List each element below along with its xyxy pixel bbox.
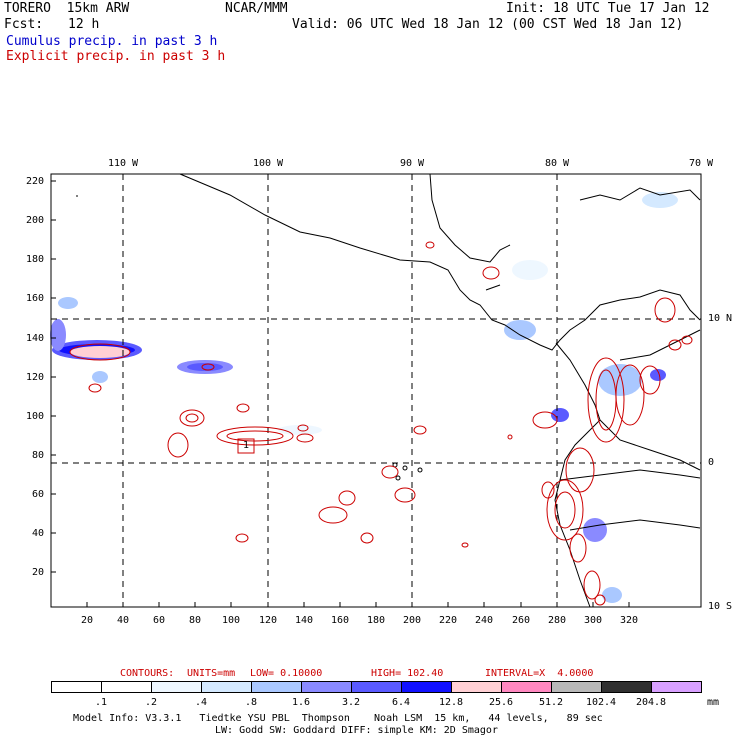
y-tick-label: 180 bbox=[25, 254, 44, 265]
x-tick-label: 180 bbox=[366, 615, 386, 626]
contour-marker-label: 1 bbox=[243, 440, 250, 451]
lon-label: 110 W bbox=[107, 158, 139, 169]
colorbar-bin bbox=[51, 681, 102, 693]
contours-prefix: CONTOURS: bbox=[120, 668, 175, 679]
lon-label: 80 W bbox=[544, 158, 570, 169]
contours-interval: INTERVAL=X 4.0000 bbox=[485, 668, 594, 679]
x-tick-label: 200 bbox=[402, 615, 422, 626]
contours-units: UNITS=mm bbox=[187, 668, 236, 679]
x-tick-label: 100 bbox=[221, 615, 241, 626]
x-tick-label: 20 bbox=[80, 615, 94, 626]
x-tick-label: 160 bbox=[330, 615, 350, 626]
lat-lon-grid bbox=[51, 174, 701, 607]
x-tick-label: 260 bbox=[511, 615, 531, 626]
lon-label: 70 W bbox=[688, 158, 714, 169]
colorbar-bin bbox=[551, 681, 602, 693]
colorbar-bin bbox=[201, 681, 252, 693]
x-tick-label: 40 bbox=[116, 615, 130, 626]
colorbar-label: 3.2 bbox=[341, 697, 361, 708]
contour-marker-box bbox=[237, 438, 255, 454]
colorbar-bin bbox=[401, 681, 452, 693]
y-tick-label: 140 bbox=[25, 333, 44, 344]
lon-label: 90 W bbox=[399, 158, 425, 169]
colorbar-bin bbox=[601, 681, 652, 693]
colorbar-label: 1.6 bbox=[291, 697, 311, 708]
colorbar-label: .4 bbox=[194, 697, 208, 708]
explicit-legend: Explicit precip. in past 3 h bbox=[6, 49, 226, 64]
y-tick-label: 160 bbox=[25, 293, 44, 304]
valid-time: Valid: 06 UTC Wed 18 Jan 12 (00 CST Wed … bbox=[292, 17, 684, 32]
x-tick-label: 120 bbox=[258, 615, 278, 626]
colorbar-bin bbox=[451, 681, 502, 693]
model-physics: LW: Godd SW: Goddard DIFF: simple KM: 2D… bbox=[215, 725, 498, 736]
colorbar-label: 51.2 bbox=[538, 697, 564, 708]
x-tick-label: 60 bbox=[152, 615, 166, 626]
colorbar-label: 204.8 bbox=[635, 697, 667, 708]
x-tick-label: 320 bbox=[619, 615, 639, 626]
colorbar-bin bbox=[351, 681, 402, 693]
y-tick-marks bbox=[51, 180, 56, 573]
colorbar-label: 6.4 bbox=[391, 697, 411, 708]
y-tick-label: 220 bbox=[25, 176, 44, 187]
y-tick-label: 80 bbox=[31, 450, 44, 461]
y-tick-label: 40 bbox=[31, 528, 44, 539]
x-tick-label: 140 bbox=[294, 615, 314, 626]
cumulus-legend: Cumulus precip. in past 3 h bbox=[6, 34, 218, 49]
colorbar-bin bbox=[301, 681, 352, 693]
forecast-value: 12 h bbox=[68, 17, 100, 32]
colorbar-bin bbox=[251, 681, 302, 693]
y-tick-label: 120 bbox=[25, 372, 44, 383]
org-name: NCAR/MMM bbox=[225, 1, 288, 16]
colorbar-label: 12.8 bbox=[438, 697, 464, 708]
y-tick-label: 20 bbox=[31, 567, 44, 578]
colorbar-label: .2 bbox=[144, 697, 158, 708]
lon-label: 100 W bbox=[252, 158, 284, 169]
contours-high: HIGH= 102.40 bbox=[371, 668, 444, 679]
colorbar-label: .1 bbox=[94, 697, 108, 708]
x-tick-label: 300 bbox=[583, 615, 603, 626]
colorbar-label: 25.6 bbox=[488, 697, 514, 708]
colorbar-bin bbox=[651, 681, 702, 693]
y-tick-label: 60 bbox=[31, 489, 44, 500]
coastlines bbox=[76, 173, 701, 608]
x-tick-label: 280 bbox=[547, 615, 567, 626]
x-tick-label: 240 bbox=[474, 615, 494, 626]
lat-label: 10 N bbox=[708, 313, 733, 324]
colorbar-bin bbox=[501, 681, 552, 693]
lat-label: 10 S bbox=[708, 601, 733, 612]
x-tick-label: 80 bbox=[188, 615, 202, 626]
y-tick-label: 200 bbox=[25, 215, 44, 226]
lat-label: 0 bbox=[708, 457, 715, 468]
y-tick-label: 100 bbox=[25, 411, 44, 422]
contours-low: LOW= 0.10000 bbox=[250, 668, 323, 679]
init-time: Init: 18 UTC Tue 17 Jan 12 bbox=[506, 1, 710, 16]
forecast-label: Fcst: bbox=[4, 17, 44, 32]
colorbar-bin bbox=[101, 681, 152, 693]
x-tick-label: 220 bbox=[438, 615, 458, 626]
model-info: Model Info: V3.3.1 Tiedtke YSU PBL Thomp… bbox=[73, 713, 603, 724]
x-tick-marks bbox=[86, 602, 630, 607]
model-title: TORERO 15km ARW bbox=[4, 1, 130, 16]
colorbar-bin bbox=[151, 681, 202, 693]
cumulus-precip-shading bbox=[50, 192, 678, 603]
explicit-precip-contours bbox=[69, 241, 693, 606]
colorbar-label: 102.4 bbox=[585, 697, 617, 708]
colorbar-label: .8 bbox=[244, 697, 258, 708]
colorbar-unit: mm bbox=[707, 697, 720, 708]
